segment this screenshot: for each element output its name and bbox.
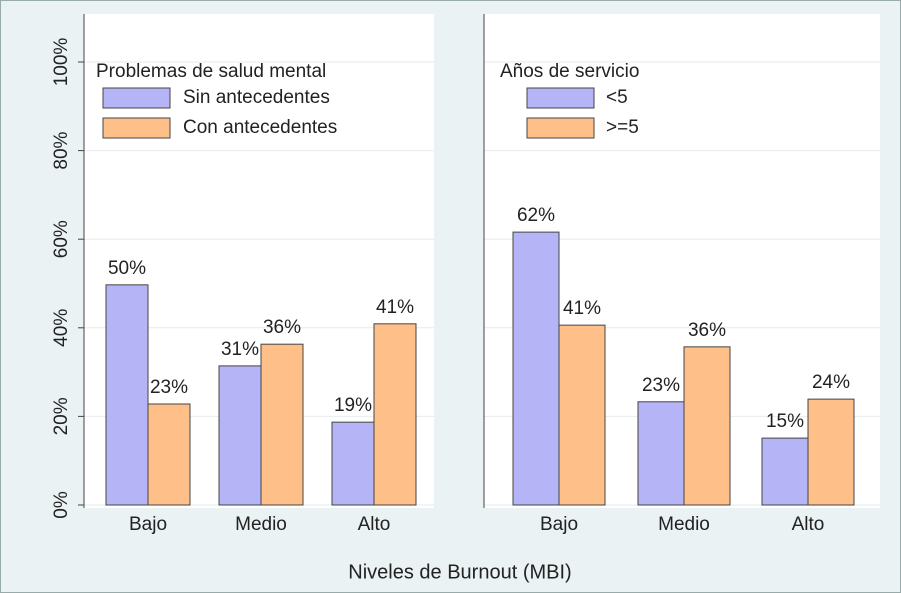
x-tick-label: Alto <box>358 514 391 535</box>
y-tick-label: 100% <box>51 38 72 87</box>
bar <box>373 323 417 506</box>
value-label: 41% <box>376 297 414 318</box>
value-label: 23% <box>150 377 188 398</box>
legend-label: Sin antecedentes <box>183 87 330 108</box>
value-label: 15% <box>766 411 804 432</box>
x-tick-label: Medio <box>658 514 710 535</box>
value-label: 19% <box>334 395 372 416</box>
x-tick-label: Bajo <box>540 514 578 535</box>
bar <box>807 398 855 506</box>
y-tick-label: 0% <box>51 491 72 519</box>
legend-label: <5 <box>606 87 628 108</box>
legend-title: Problemas de salud mental <box>96 61 326 82</box>
legend-swatch <box>102 87 171 109</box>
x-axis-title: Niveles de Burnout (MBI) <box>348 561 571 583</box>
legend-swatch <box>526 87 595 109</box>
legend-swatch <box>526 117 595 139</box>
bar <box>260 343 304 506</box>
legend-title: Años de servicio <box>500 61 639 82</box>
value-label: 31% <box>221 339 259 360</box>
value-label: 62% <box>517 205 555 226</box>
y-tick-label: 80% <box>51 131 72 169</box>
bar <box>218 365 262 506</box>
value-label: 36% <box>263 317 301 338</box>
y-tick-label: 60% <box>51 220 72 258</box>
value-label: 36% <box>688 320 726 341</box>
bar <box>512 231 560 506</box>
legend-label: >=5 <box>606 117 639 138</box>
value-label: 50% <box>108 258 146 279</box>
bar <box>331 421 375 506</box>
bar <box>558 324 606 506</box>
bar <box>683 346 731 506</box>
value-label: 23% <box>642 375 680 396</box>
bar <box>105 284 149 506</box>
y-tick-label: 20% <box>51 397 72 435</box>
bar <box>147 403 191 506</box>
x-tick-label: Bajo <box>129 514 167 535</box>
x-tick-label: Alto <box>792 514 825 535</box>
y-tick-label: 40% <box>51 309 72 347</box>
x-tick-label: Medio <box>235 514 287 535</box>
bar <box>761 437 809 506</box>
legend-label: Con antecedentes <box>183 117 337 138</box>
legend-swatch <box>102 117 171 139</box>
value-label: 41% <box>563 298 601 319</box>
bar <box>637 401 685 506</box>
value-label: 24% <box>812 372 850 393</box>
